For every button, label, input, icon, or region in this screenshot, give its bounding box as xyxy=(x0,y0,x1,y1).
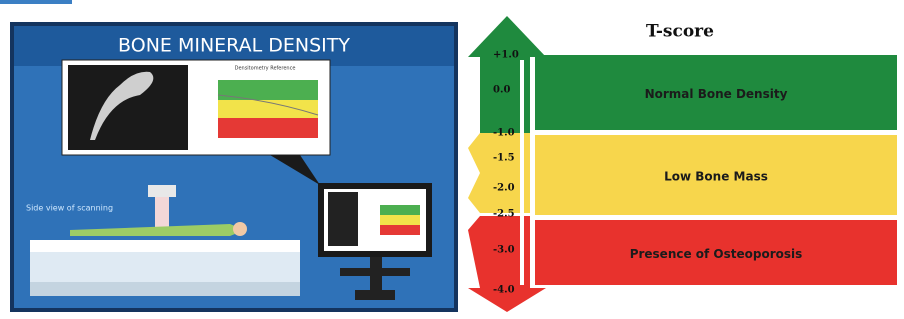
top-accent xyxy=(0,0,72,4)
chart-title: Densitometry Reference xyxy=(235,66,296,72)
arrow-gap xyxy=(520,60,524,285)
scale-label: -4.0 xyxy=(493,285,515,296)
scale-label: -1.0 xyxy=(493,128,515,139)
caption: Side view of scanning xyxy=(26,204,113,213)
illustration-title: BONE MINERAL DENSITY xyxy=(118,35,350,57)
zone-label: Normal Bone Density xyxy=(645,87,788,101)
illustration: BONE MINERAL DENSITY Densitometry Refere… xyxy=(10,22,458,312)
scale-label: -2.0 xyxy=(493,183,515,194)
arrow-lower xyxy=(468,216,546,312)
scale-label: -1.5 xyxy=(493,153,515,164)
infographic: BONE MINERAL DENSITY Densitometry Refere… xyxy=(0,0,904,315)
scale-label: -2.5 xyxy=(493,209,515,220)
scale-label: -3.0 xyxy=(493,245,515,256)
tscore-diagram: T-score Normal Bone Density Low Bone Mass… xyxy=(468,16,897,312)
zone-label: Presence of Osteoporosis xyxy=(630,247,803,261)
tscore-title: T-score xyxy=(646,22,714,42)
zone-label: Low Bone Mass xyxy=(664,170,768,184)
scale-label: +1.0 xyxy=(493,50,519,61)
scale-label: 0.0 xyxy=(493,85,510,96)
page: BONE MINERAL DENSITY Densitometry Refere… xyxy=(0,0,904,315)
